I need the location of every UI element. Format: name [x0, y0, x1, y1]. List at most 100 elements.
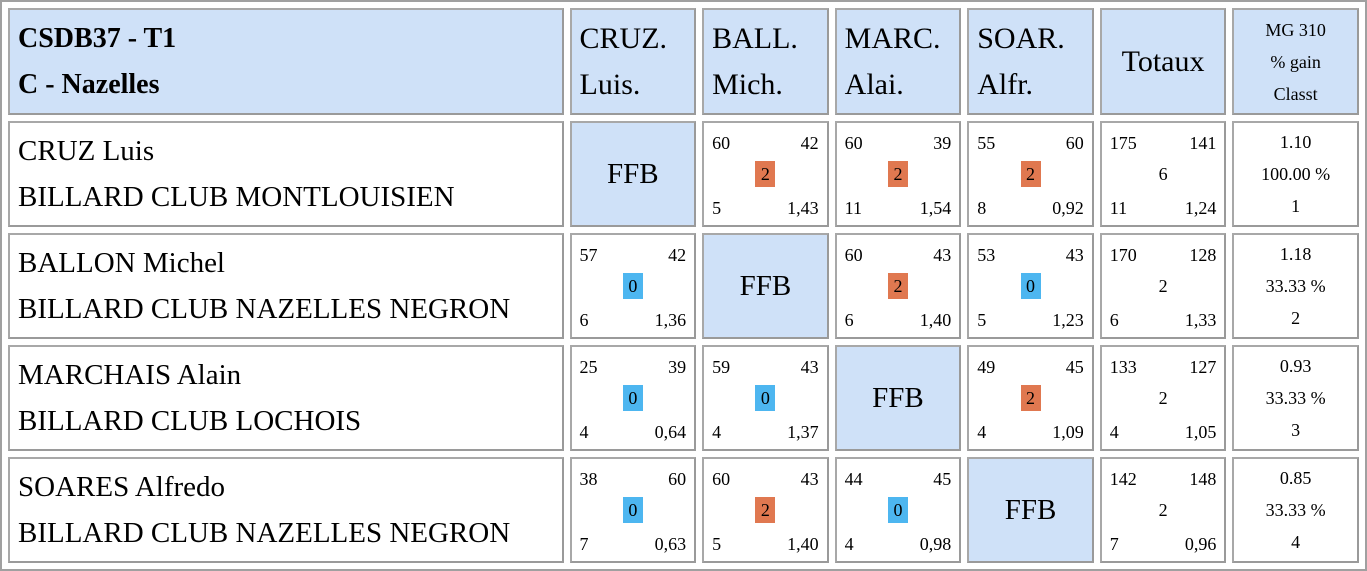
points-badge: 2: [755, 161, 776, 187]
column-header-stats: MG 310 % gain Classt: [1232, 8, 1359, 115]
match-points: 2: [837, 161, 960, 187]
score-top-left: 142: [1109, 469, 1137, 489]
stats-mg: 0.93: [1279, 356, 1312, 376]
score-top-left: 57: [579, 245, 598, 265]
column-header-line2: Mich.: [712, 67, 783, 101]
player-club: BILLARD CLUB NAZELLES NEGRON: [18, 517, 511, 549]
score-bottom-left: 6: [579, 310, 589, 330]
score-bottom-right: 0,98: [919, 534, 952, 554]
points-badge: 0: [755, 385, 776, 411]
score-bottom-right: 1,24: [1184, 198, 1217, 218]
title-line-1: CSDB37 - T1: [18, 22, 177, 54]
player-name: CRUZ Luis: [18, 135, 155, 167]
stats-cell: 0.85 33.33 % 4: [1232, 457, 1359, 563]
column-header-line1: BALL.: [712, 21, 798, 55]
match-points: 0: [572, 273, 695, 299]
points-badge: 0: [622, 385, 643, 411]
score-bottom-right: 1,09: [1052, 422, 1084, 442]
score-top-right: 42: [668, 245, 687, 265]
stats-pct: 33.33 %: [1265, 276, 1326, 296]
score-top-right: 60: [668, 469, 687, 489]
points-badge: 2: [1020, 385, 1041, 411]
points-badge: 2: [755, 497, 776, 523]
score-top-left: 53: [977, 245, 996, 265]
match-points: 0: [969, 273, 1092, 299]
ffb-cell: FFB: [967, 457, 1094, 563]
stats-rank: 4: [1291, 532, 1301, 552]
player-club: BILLARD CLUB MONTLOUISIEN: [18, 181, 455, 213]
player-row: MARCHAIS Alain BILLARD CLUB LOCHOIS 25 39 4 0…: [8, 345, 1359, 451]
score-top-left: 60: [844, 133, 863, 153]
player-club: BILLARD CLUB NAZELLES NEGRON: [18, 293, 511, 325]
score-top-right: 39: [933, 133, 952, 153]
player-club: BILLARD CLUB LOCHOIS: [18, 405, 362, 437]
score-bottom-left: 4: [844, 534, 854, 554]
rank-label: Classt: [1273, 83, 1318, 104]
column-header-line2: Luis.: [579, 67, 641, 101]
column-header-line1: SOAR.: [977, 21, 1065, 55]
score-top-left: 49: [977, 357, 996, 377]
match-cell: 55 60 8 0,92 2: [967, 121, 1094, 227]
score-top-left: 55: [977, 133, 996, 153]
score-top-left: 170: [1109, 245, 1137, 265]
match-points: 0: [572, 385, 695, 411]
match-points: 2: [704, 161, 827, 187]
ffb-cell: FFB: [834, 345, 962, 451]
points-badge: 0: [887, 497, 908, 523]
score-bottom-right: 1,37: [787, 422, 819, 442]
score-bottom-left: 8: [977, 198, 987, 218]
totals-cell: 142 148 7 0,96 2: [1099, 457, 1227, 563]
score-top-right: 43: [800, 357, 819, 377]
stats-cell: 0.93 33.33 % 3: [1232, 345, 1359, 451]
total-points: 2: [1102, 385, 1225, 411]
match-points: 2: [969, 385, 1092, 411]
match-cell: 60 43 5 1,40 2: [702, 457, 829, 563]
tournament-title: CSDB37 - T1 C - Nazelles: [8, 8, 564, 115]
stats-rank: 1: [1291, 196, 1301, 216]
score-top-right: 45: [1065, 357, 1084, 377]
score-top-right: 128: [1189, 245, 1217, 265]
player-cell: MARCHAIS Alain BILLARD CLUB LOCHOIS: [8, 345, 564, 451]
score-bottom-right: 0,96: [1184, 534, 1217, 554]
score-top-right: 42: [800, 133, 819, 153]
mg-label: MG 310: [1265, 19, 1326, 40]
score-bottom-left: 4: [1109, 422, 1119, 442]
stats-mg: 1.10: [1279, 132, 1312, 152]
player-row: CRUZ Luis BILLARD CLUB MONTLOUISIEN FFB 60 4…: [8, 121, 1359, 227]
score-bottom-left: 6: [1109, 310, 1119, 330]
score-bottom-right: 1,40: [787, 534, 819, 554]
match-cell: 49 45 4 1,09 2: [967, 345, 1094, 451]
totals-cell: 170 128 6 1,33 2: [1099, 233, 1227, 339]
score-bottom-left: 5: [977, 310, 987, 330]
ffb-cell: FFB: [702, 233, 829, 339]
score-bottom-right: 1,05: [1184, 422, 1217, 442]
score-top-right: 43: [933, 245, 952, 265]
score-bottom-left: 7: [579, 534, 589, 554]
match-points: 2: [837, 273, 960, 299]
player-cell: CRUZ Luis BILLARD CLUB MONTLOUISIEN: [8, 121, 564, 227]
column-header-cruz: CRUZ. Luis.: [569, 8, 697, 115]
match-cell: 59 43 4 1,37 0: [702, 345, 829, 451]
stats-pct: 100.00 %: [1261, 164, 1331, 184]
column-header-line1: CRUZ.: [579, 21, 668, 55]
score-top-left: 59: [712, 357, 731, 377]
score-top-right: 39: [668, 357, 687, 377]
score-top-left: 60: [712, 469, 731, 489]
match-points: 0: [837, 497, 960, 523]
score-bottom-left: 4: [579, 422, 589, 442]
score-top-right: 43: [1065, 245, 1084, 265]
score-top-left: 38: [579, 469, 598, 489]
column-header-totaux: Totaux: [1099, 8, 1227, 115]
player-row: BALLON Michel BILLARD CLUB NAZELLES NEGRO…: [8, 233, 1359, 339]
stats-mg: 1.18: [1279, 244, 1312, 264]
total-points-value: 2: [1158, 276, 1168, 296]
total-points: 2: [1102, 273, 1225, 299]
points-badge: 2: [887, 273, 908, 299]
totals-cell: 175 141 11 1,24 6: [1099, 121, 1227, 227]
ffb-cell: FFB: [569, 121, 697, 227]
stats-rank: 2: [1291, 308, 1301, 328]
match-cell: 60 43 6 1,40 2: [834, 233, 962, 339]
score-bottom-left: 11: [1109, 198, 1128, 218]
points-badge: 0: [1020, 273, 1041, 299]
